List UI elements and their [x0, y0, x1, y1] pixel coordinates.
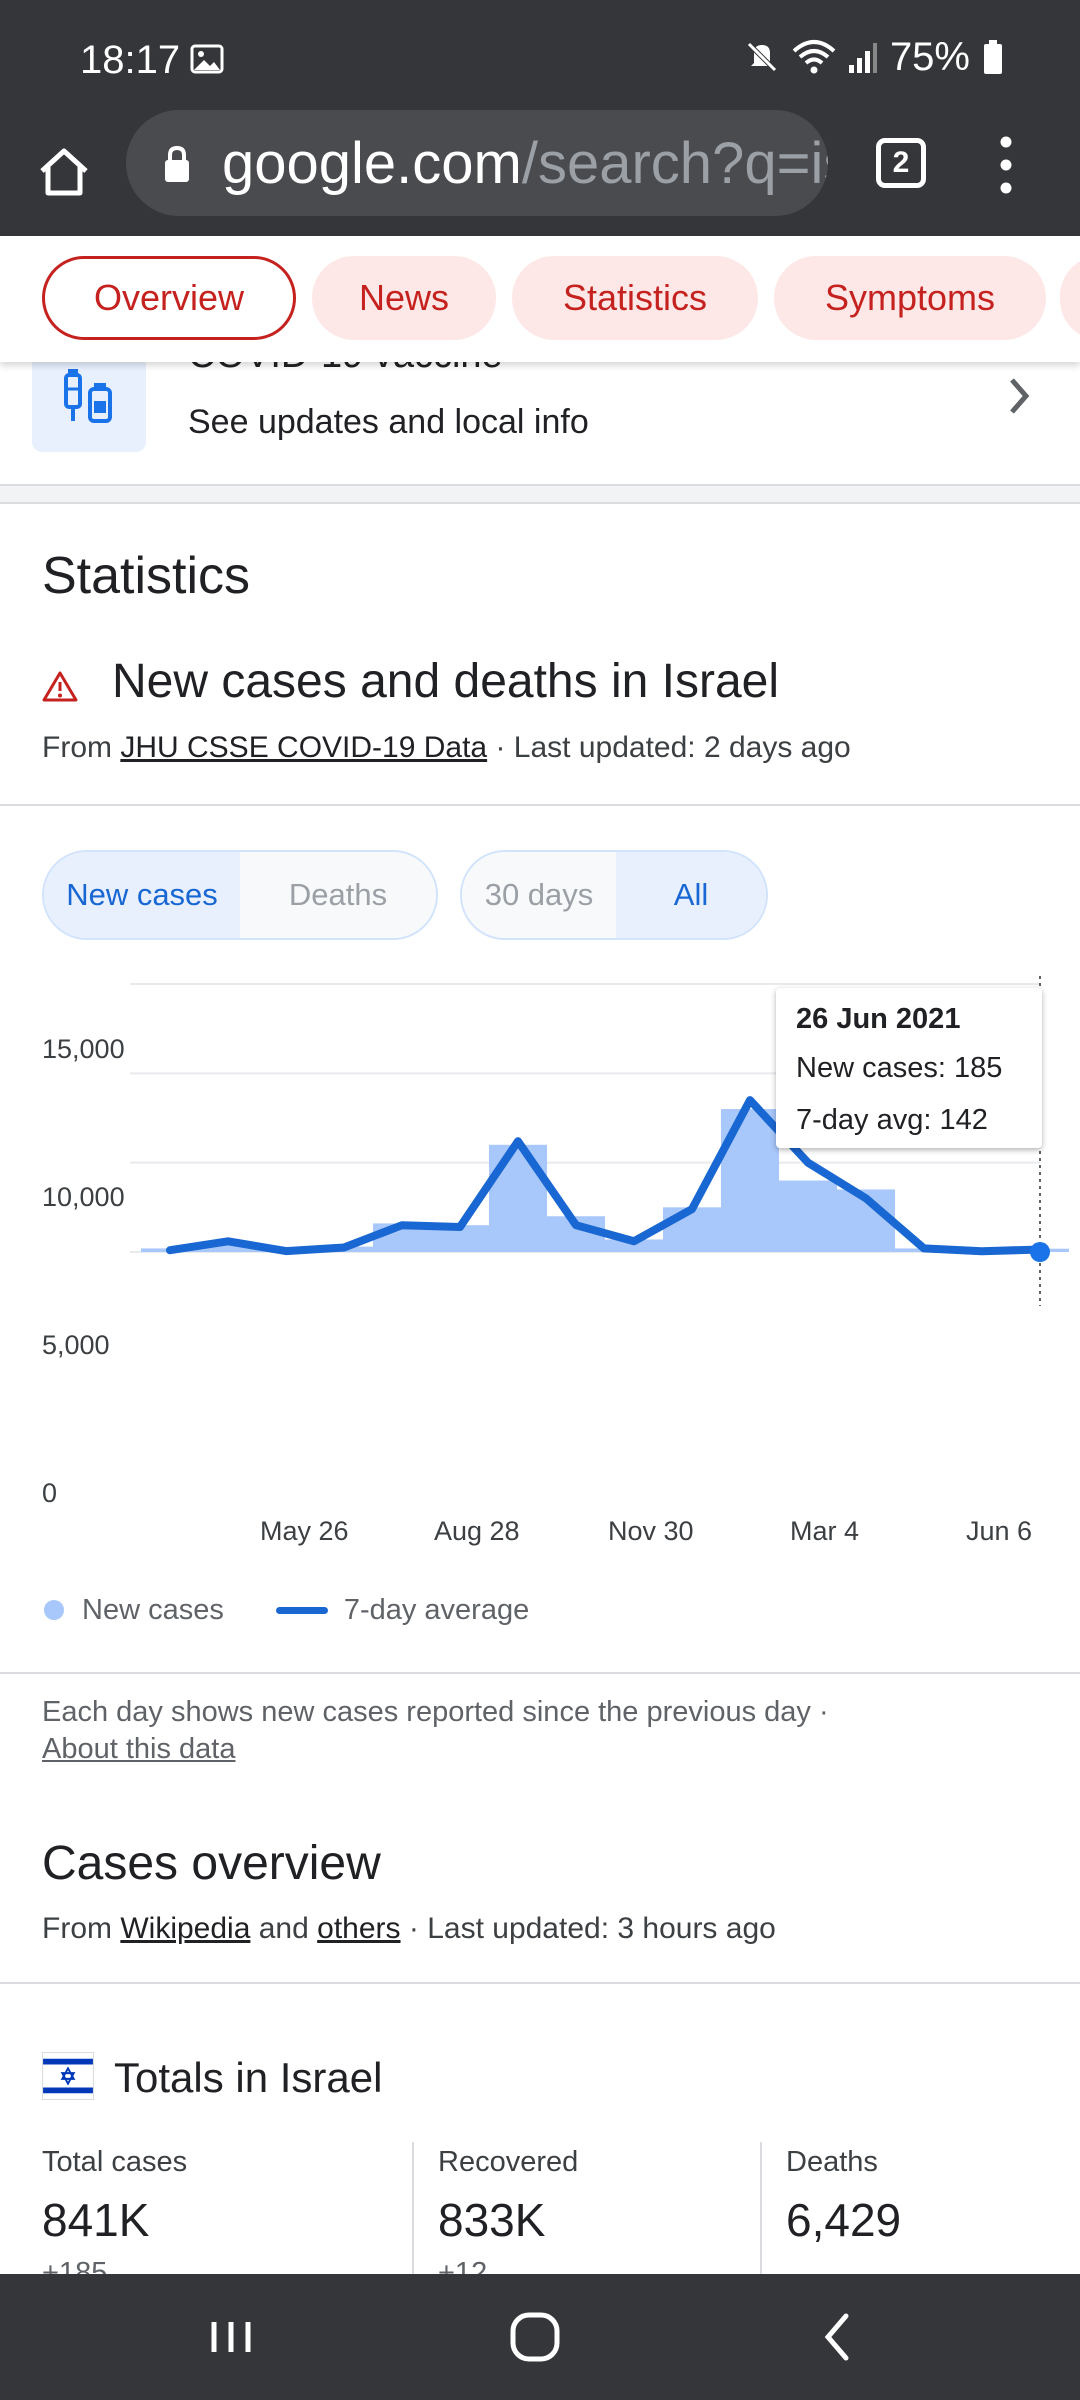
cases-chart[interactable]: [0, 976, 1080, 1316]
seven-day-average-line: [166, 1096, 1044, 1256]
chart-heading: New cases and deaths in Israel: [112, 655, 780, 708]
battery-icon: [984, 40, 1002, 74]
search-results: COVID-19 vaccine See updates and local i…: [0, 236, 1080, 2274]
back-icon[interactable]: [804, 2302, 874, 2372]
tab-more[interactable]: [1060, 256, 1080, 340]
wikipedia-link[interactable]: Wikipedia: [120, 1912, 251, 1945]
new-cases-bar: [489, 1144, 547, 1252]
x-tick-label: May 26: [260, 1516, 349, 1546]
url-text: google.com/search?q=is: [222, 131, 828, 196]
status-bar: 18:17 75%: [0, 0, 1080, 110]
divider: [0, 1672, 1080, 1674]
all-toggle[interactable]: All: [616, 852, 766, 938]
new-cases-bar: [663, 1207, 721, 1252]
tab-symptoms[interactable]: Symptoms: [774, 256, 1046, 340]
avg-legend-label: 7-day average: [343, 1593, 530, 1626]
new-cases-bar: [605, 1239, 663, 1252]
new-cases-bar: [779, 1180, 837, 1252]
tab-news[interactable]: News: [312, 256, 496, 340]
about-data-link[interactable]: About this data: [42, 1733, 236, 1765]
stat-divider: [412, 2142, 414, 2274]
deaths-toggle[interactable]: Deaths: [240, 852, 436, 938]
chart-source: From JHU CSSE COVID-19 Data · Last updat…: [42, 731, 851, 764]
home-icon: [40, 148, 88, 196]
section-title: Statistics: [42, 547, 251, 605]
data-note: Each day shows new cases reported since …: [42, 1696, 829, 1765]
section-separator: [0, 484, 1080, 504]
x-tick-label: Jun 6: [966, 1516, 1033, 1546]
signal-icon: [848, 43, 877, 73]
y-tick-label: 10,000: [42, 1182, 125, 1212]
mute-icon: [747, 42, 777, 72]
new-cases-bar: [199, 1243, 257, 1252]
y-tick-label: 5,000: [42, 1330, 110, 1360]
range-toggle: 30 days All: [460, 850, 768, 940]
stat-recovered: Recovered 833K +12: [438, 2146, 579, 2274]
metric-toggle: New cases Deaths: [42, 850, 438, 940]
y-tick-label: 15,000: [42, 1034, 125, 1064]
x-tick-label: Nov 30: [608, 1516, 694, 1546]
chevron-right-icon: [1010, 378, 1030, 414]
home-nav-icon[interactable]: [500, 2302, 570, 2372]
home-button[interactable]: [36, 132, 92, 212]
tooltip-avg: 7-day avg: 142: [796, 1104, 988, 1136]
topic-tabs: Overview News Statistics Symptoms: [0, 236, 1080, 362]
wifi-icon: [792, 40, 836, 74]
new-cases-toggle[interactable]: New cases: [44, 852, 240, 938]
warning-icon: [42, 671, 78, 702]
cases-overview-title: Cases overview: [42, 1837, 381, 1890]
tooltip-date: 26 Jun 2021: [796, 1003, 961, 1035]
status-indicators: 75%: [744, 34, 1004, 80]
lock-icon: [165, 145, 189, 182]
israel-flag-icon: [42, 2052, 94, 2100]
jhu-source-link[interactable]: JHU CSSE COVID-19 Data: [120, 731, 488, 764]
chart-legend: New cases 7-day average: [44, 1590, 529, 1630]
totals-title: Totals in Israel: [114, 2054, 383, 2101]
y-tick-label: 0: [42, 1478, 58, 1508]
new-cases-legend-marker: [44, 1600, 64, 1620]
divider: [0, 1982, 1080, 1984]
more-options-icon[interactable]: [986, 130, 1026, 200]
browser-toolbar: google.com/search?q=is 2: [0, 110, 1080, 236]
status-time: 18:17: [80, 38, 181, 82]
stat-total-cases: Total cases 841K +185: [42, 2146, 188, 2274]
divider: [0, 804, 1080, 806]
tooltip-new-cases: New cases: 185: [796, 1052, 1003, 1084]
30-days-toggle[interactable]: 30 days: [462, 852, 616, 938]
stat-deaths: Deaths 6,429: [786, 2146, 902, 2246]
recent-apps-icon[interactable]: [196, 2302, 266, 2372]
address-bar[interactable]: google.com/search?q=is: [126, 110, 828, 216]
others-link[interactable]: others: [317, 1912, 401, 1945]
x-tick-label: Aug 28: [434, 1516, 520, 1546]
tab-overview[interactable]: Overview: [42, 256, 296, 340]
x-tick-label: Mar 4: [790, 1516, 860, 1546]
battery-percent: 75%: [889, 34, 970, 79]
chart-tooltip: 26 Jun 2021 New cases: 185 7-day avg: 14…: [776, 988, 1042, 1148]
gallery-notification-icon: [190, 44, 224, 74]
avg-legend-marker: [275, 1606, 328, 1614]
tab-switcher-button[interactable]: 2: [876, 138, 926, 188]
overview-source: From Wikipedia and others · Last updated…: [42, 1912, 776, 1945]
system-navigation-bar: [0, 2274, 1080, 2400]
stat-divider: [760, 2142, 762, 2274]
new-cases-legend-label: New cases: [82, 1593, 224, 1626]
tab-statistics[interactable]: Statistics: [512, 256, 758, 340]
vaccine-subtitle: See updates and local info: [188, 403, 589, 441]
